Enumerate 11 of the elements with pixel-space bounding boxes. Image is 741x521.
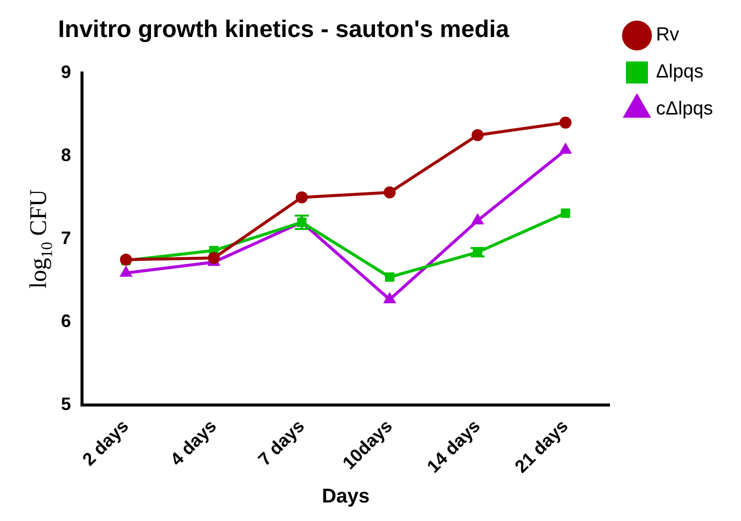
y-tick-label: 8 — [60, 144, 72, 165]
y-tick-label: 7 — [60, 228, 72, 248]
y-tick-label: 9 — [60, 62, 72, 82]
y-axis-title: log10 CFU — [26, 189, 56, 289]
legend-label: Rv — [656, 24, 680, 46]
x-axis-title: Days — [322, 486, 370, 508]
legend-label: Δlpqs — [656, 62, 704, 83]
chart-title: Invitro growth kinetics - sauton's media — [58, 16, 510, 44]
y-tick-label: 5 — [60, 394, 72, 414]
y-tick-label: 6 — [60, 310, 72, 331]
legend-label: cΔlpqs — [656, 98, 713, 120]
